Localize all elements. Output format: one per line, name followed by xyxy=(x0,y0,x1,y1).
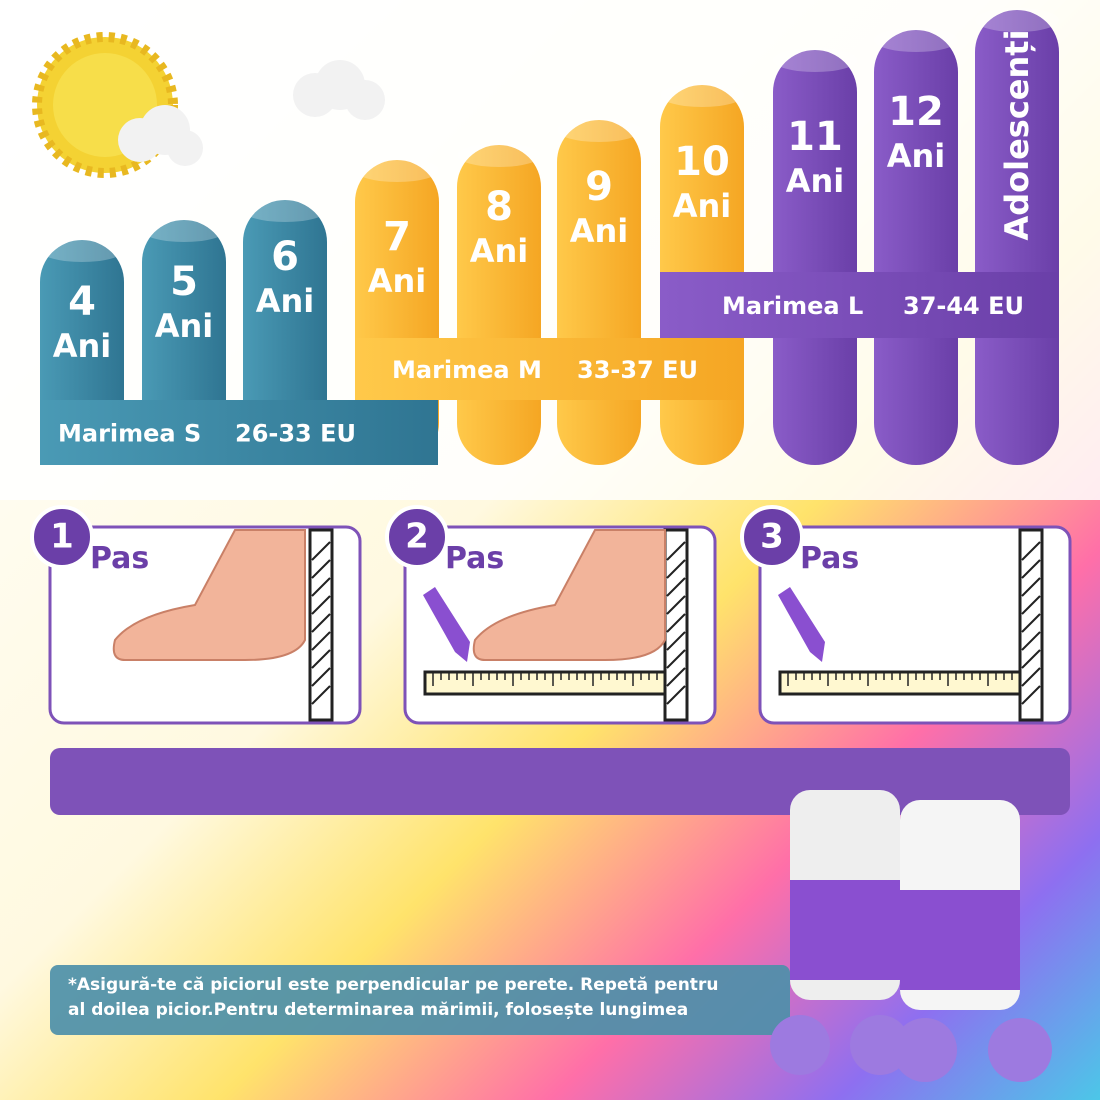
age-number: 6 xyxy=(271,234,299,280)
note-box xyxy=(50,965,790,1035)
size-name: Marimea M xyxy=(392,356,542,384)
age-unit: Ani xyxy=(368,262,427,300)
wall-hatch xyxy=(311,667,331,687)
wall xyxy=(308,528,334,722)
cloud xyxy=(293,60,385,120)
wall-hatch xyxy=(1021,667,1041,687)
skates xyxy=(770,790,1052,1082)
wall-hatch xyxy=(1021,559,1041,579)
step-number: 1 xyxy=(50,517,74,557)
wall-hatch xyxy=(1021,685,1041,705)
pencil xyxy=(778,587,825,662)
wall-hatch xyxy=(666,685,686,705)
age-unit: Ani xyxy=(887,137,946,175)
column-top xyxy=(773,48,857,72)
size-band xyxy=(660,272,1058,338)
foot xyxy=(472,529,666,661)
column xyxy=(773,50,857,465)
column-top xyxy=(874,28,958,52)
wall-hatch xyxy=(311,559,331,579)
column xyxy=(975,10,1059,465)
wall-hatch xyxy=(666,631,686,651)
note-line: *Asigură-te că piciorul este perpendicul… xyxy=(68,975,718,995)
age-number: 5 xyxy=(170,259,198,305)
age-unit: Ani xyxy=(673,187,732,225)
age-unit: Ani xyxy=(786,162,845,200)
size-band xyxy=(355,338,743,400)
wall-hatch xyxy=(1021,613,1041,633)
age-unit: Ani xyxy=(155,307,214,345)
age-unit: Ani xyxy=(53,327,112,365)
wall-hatch xyxy=(666,577,686,597)
wall-hatch xyxy=(1021,631,1041,651)
step-number: 2 xyxy=(405,517,429,557)
column-top xyxy=(557,118,641,142)
column-top xyxy=(355,158,439,182)
age-number: 8 xyxy=(485,184,513,230)
size-band xyxy=(40,400,438,465)
wall-hatch xyxy=(1021,595,1041,615)
size-name: Marimea S xyxy=(58,420,201,448)
wall-hatch xyxy=(1021,541,1041,561)
step-label: Pas xyxy=(90,541,149,576)
cloud xyxy=(118,105,203,166)
column-top xyxy=(142,218,226,242)
age-number: 7 xyxy=(383,214,411,260)
note-line: al doilea picior.Pentru determinarea măr… xyxy=(68,1000,688,1020)
wall-hatch xyxy=(311,541,331,561)
step-badge xyxy=(385,505,449,569)
column-top xyxy=(40,238,124,262)
age-number: 4 xyxy=(68,279,96,325)
size-range: 26-33 EU xyxy=(235,420,356,448)
column-top xyxy=(975,8,1059,32)
size-range: 37-44 EU xyxy=(903,292,1024,320)
wall-hatch xyxy=(311,631,331,651)
wall-hatch xyxy=(1021,577,1041,597)
wall-hatch xyxy=(666,613,686,633)
column-top xyxy=(660,83,744,107)
column-top xyxy=(457,143,541,167)
wall xyxy=(1018,528,1044,722)
age-number: 12 xyxy=(888,89,944,135)
step-badge xyxy=(30,505,94,569)
step-label: Pas xyxy=(800,541,859,576)
wall-hatch xyxy=(666,649,686,669)
size-range: 33-37 EU xyxy=(577,356,698,384)
column xyxy=(243,200,327,465)
wall-hatch xyxy=(311,595,331,615)
step-badge xyxy=(740,505,804,569)
age-unit: Ani xyxy=(570,212,629,250)
foot xyxy=(112,529,306,661)
wall-hatch xyxy=(666,559,686,579)
wall-hatch xyxy=(1021,649,1041,669)
age-number: 9 xyxy=(585,164,613,210)
wall-hatch xyxy=(311,613,331,633)
age-number: 11 xyxy=(787,114,843,160)
age-unit: Ani xyxy=(256,282,315,320)
age-label: Adolescenți xyxy=(998,29,1036,240)
age-unit: Ani xyxy=(470,232,529,270)
wall-hatch xyxy=(311,577,331,597)
wall-hatch xyxy=(666,595,686,615)
wall-hatch xyxy=(311,649,331,669)
step-number: 3 xyxy=(760,517,784,557)
size-name: Marimea L xyxy=(722,292,863,320)
wall-hatch xyxy=(666,667,686,687)
age-number: 10 xyxy=(674,139,730,185)
column-top xyxy=(243,198,327,222)
step-label: Pas xyxy=(445,541,504,576)
wall-hatch xyxy=(311,685,331,705)
pencil xyxy=(423,587,470,662)
wall-hatch xyxy=(666,541,686,561)
column xyxy=(874,30,958,465)
